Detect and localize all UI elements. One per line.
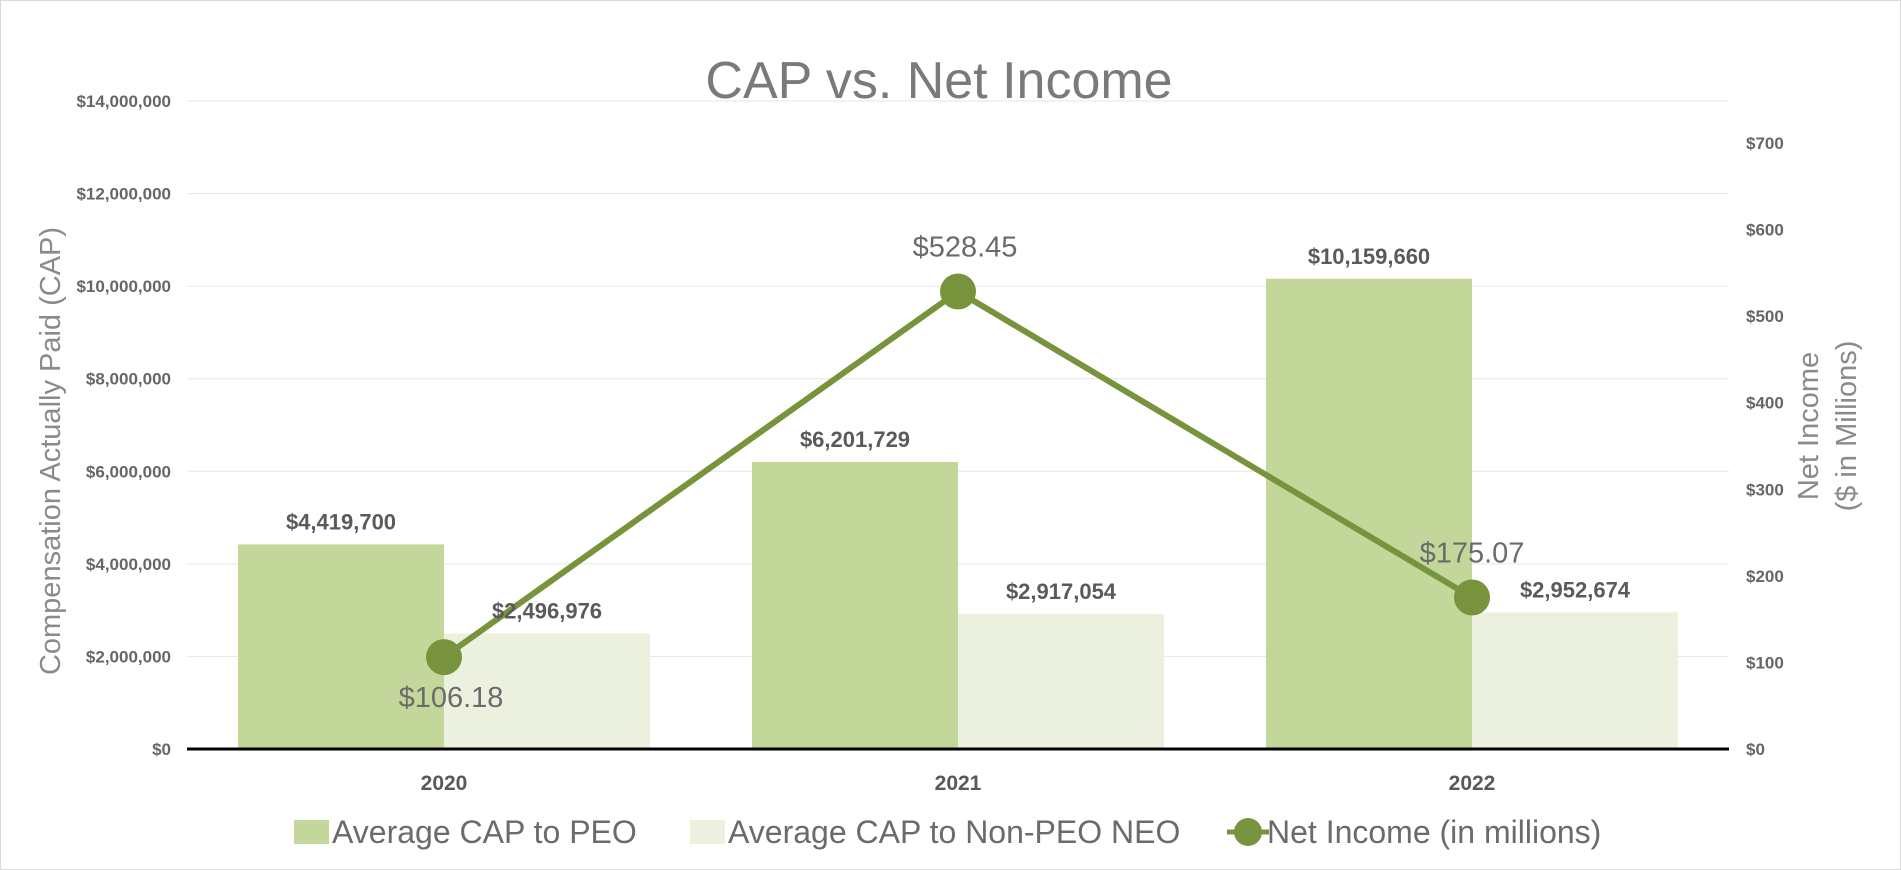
- y2-tick-label: $500: [1746, 307, 1784, 326]
- axes: $0 $2,000,000 $4,000,000 $6,000,000 $8,000,0…: [76, 92, 1783, 795]
- y2-axis-title-line2: ($ in Millions): [1831, 341, 1863, 512]
- legend: Average CAP to PEO Average CAP to Non-PE…: [294, 814, 1601, 850]
- legend-item-peo[interactable]: Average CAP to PEO: [294, 814, 637, 850]
- y-tick-label: $6,000,000: [86, 462, 171, 481]
- net-income-point: [1454, 579, 1490, 616]
- y2-tick-label: $300: [1746, 480, 1784, 499]
- y-tick-label: $4,000,000: [86, 555, 171, 574]
- bar-label-peo: $4,419,700: [286, 509, 396, 534]
- y-tick-label: $2,000,000: [86, 647, 171, 666]
- x-tick-label: 2021: [935, 772, 982, 795]
- y-tick-label: $0: [152, 740, 171, 759]
- bar-label-peo: $6,201,729: [800, 427, 910, 452]
- y-tick-label: $14,000,000: [76, 92, 171, 111]
- y-axis-title: Compensation Actually Paid (CAP): [35, 227, 67, 675]
- x-tick-label: 2022: [1449, 772, 1496, 795]
- y2-axis-title-line1: Net Income: [1793, 352, 1825, 500]
- y2-tick-label: $200: [1746, 567, 1784, 586]
- y-tick-label: $10,000,000: [76, 277, 171, 296]
- legend-item-net-income[interactable]: Net Income (in millions): [1227, 814, 1601, 850]
- bar-non-peo: [958, 613, 1164, 749]
- legend-swatch-peo: [294, 820, 329, 844]
- bar-non-peo: [1472, 612, 1678, 749]
- bar-peo: [752, 461, 958, 749]
- legend-label-net-income: Net Income (in millions): [1267, 814, 1601, 850]
- net-income-line-series: [426, 273, 1490, 676]
- legend-label-peo: Average CAP to PEO: [332, 814, 637, 850]
- net-income-point: [426, 639, 462, 676]
- chart-title: CAP vs. Net Income: [705, 52, 1172, 110]
- y-tick-label: $12,000,000: [76, 185, 171, 204]
- net-income-label: $175.07: [1420, 537, 1525, 569]
- legend-item-non-peo[interactable]: Average CAP to Non-PEO NEO: [690, 814, 1180, 850]
- bar-peo: [1266, 278, 1472, 749]
- x-tick-label: 2020: [421, 772, 468, 795]
- bar-label-peo: $10,159,660: [1308, 244, 1430, 269]
- net-income-label: $528.45: [913, 232, 1018, 264]
- bars: [238, 278, 1678, 749]
- y2-tick-label: $600: [1746, 221, 1784, 240]
- y-tick-label: $8,000,000: [86, 370, 171, 389]
- bar-peo: [238, 544, 444, 749]
- bar-label-non-peo: $2,952,674: [1520, 577, 1631, 602]
- bar-non-peo: [444, 633, 650, 749]
- legend-label-non-peo: Average CAP to Non-PEO NEO: [728, 814, 1180, 850]
- legend-marker-net-income: [1234, 818, 1262, 846]
- y2-tick-label: $100: [1746, 653, 1784, 672]
- data-labels: $4,419,700 $6,201,729 $10,159,660 $2,496,97…: [286, 232, 1631, 715]
- bar-label-non-peo: $2,496,976: [492, 598, 602, 623]
- legend-swatch-non-peo: [690, 820, 725, 844]
- y2-tick-label: $0: [1746, 740, 1765, 759]
- bar-label-non-peo: $2,917,054: [1006, 579, 1117, 604]
- y2-tick-label: $700: [1746, 134, 1784, 153]
- net-income-point: [940, 273, 976, 310]
- y2-tick-label: $400: [1746, 394, 1784, 413]
- net-income-label: $106.18: [399, 682, 504, 714]
